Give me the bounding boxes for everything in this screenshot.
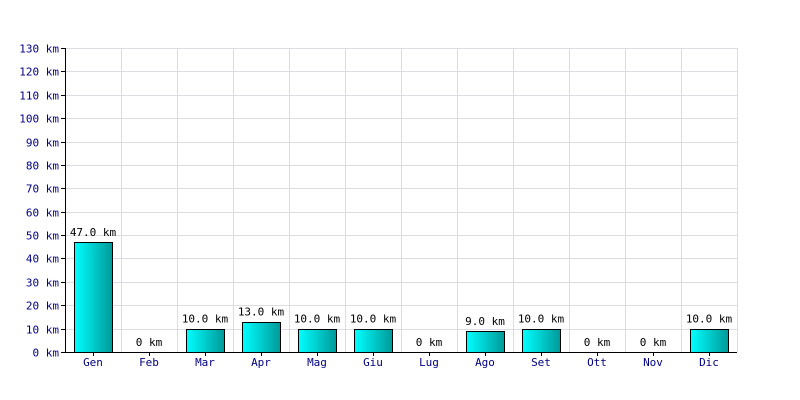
data-label-giu: 10.0 km	[350, 313, 397, 326]
x-tick-label: Apr	[251, 356, 271, 369]
y-tick-label: 100 km	[19, 113, 59, 126]
bar-dic	[690, 329, 729, 353]
x-tick-label: Lug	[419, 356, 439, 369]
data-label-mar: 10.0 km	[182, 313, 229, 326]
y-tick-label: 110 km	[19, 90, 59, 103]
bar-apr	[242, 322, 281, 353]
x-tick-label: Gen	[83, 356, 103, 369]
y-tick-label: 30 km	[26, 277, 59, 290]
x-tick-label: Ago	[475, 356, 495, 369]
label-layer: 47.0 km Gen 0 km Feb 10.0 km Mar 13.0 km Apr 10.…	[70, 226, 733, 369]
bar-ago	[466, 331, 505, 353]
data-label-ott: 0 km	[584, 336, 611, 349]
y-tick-label: 130 km	[19, 43, 59, 56]
x-tick-label: Nov	[643, 356, 663, 369]
bar-set	[522, 329, 561, 353]
bar-mar	[186, 329, 225, 353]
data-label-nov: 0 km	[640, 336, 667, 349]
y-tick-label: 60 km	[26, 207, 59, 220]
x-tick-label: Ott	[587, 356, 607, 369]
bar-gen	[74, 242, 113, 353]
data-label-apr: 13.0 km	[238, 306, 285, 319]
data-label-dic: 10.0 km	[686, 313, 733, 326]
data-label-ago: 9.0 km	[465, 315, 505, 328]
data-label-mag: 10.0 km	[294, 313, 341, 326]
bar-mag	[298, 329, 337, 353]
x-tick-label: Mag	[307, 356, 327, 369]
data-label-lug: 0 km	[416, 336, 443, 349]
x-tick-label: Dic	[699, 356, 719, 369]
bar-layer	[74, 242, 729, 353]
data-label-feb: 0 km	[136, 336, 163, 349]
y-tick-label: 120 km	[19, 66, 59, 79]
y-tick-label: 0 km	[33, 347, 60, 360]
y-tick-label: 50 km	[26, 230, 59, 243]
y-tick-label: 10 km	[26, 324, 59, 337]
x-tick-label: Mar	[195, 356, 215, 369]
data-label-gen: 47.0 km	[70, 226, 117, 239]
y-tick-label: 80 km	[26, 160, 59, 173]
y-tick-label: 70 km	[26, 183, 59, 196]
y-tick-label: 40 km	[26, 253, 59, 266]
grid-layer	[65, 48, 738, 352]
x-tick-label: Set	[531, 356, 551, 369]
y-tick-label: 20 km	[26, 300, 59, 313]
y-tick-label: 90 km	[26, 137, 59, 150]
x-tick-label: Feb	[139, 356, 159, 369]
data-label-set: 10.0 km	[518, 313, 565, 326]
x-tick-label: Giu	[363, 356, 383, 369]
bar-giu	[354, 329, 393, 353]
axis-layer: 0 km 10 km 20 km 30 km 40 km 50 km 60 km 70 km 8…	[19, 43, 737, 360]
